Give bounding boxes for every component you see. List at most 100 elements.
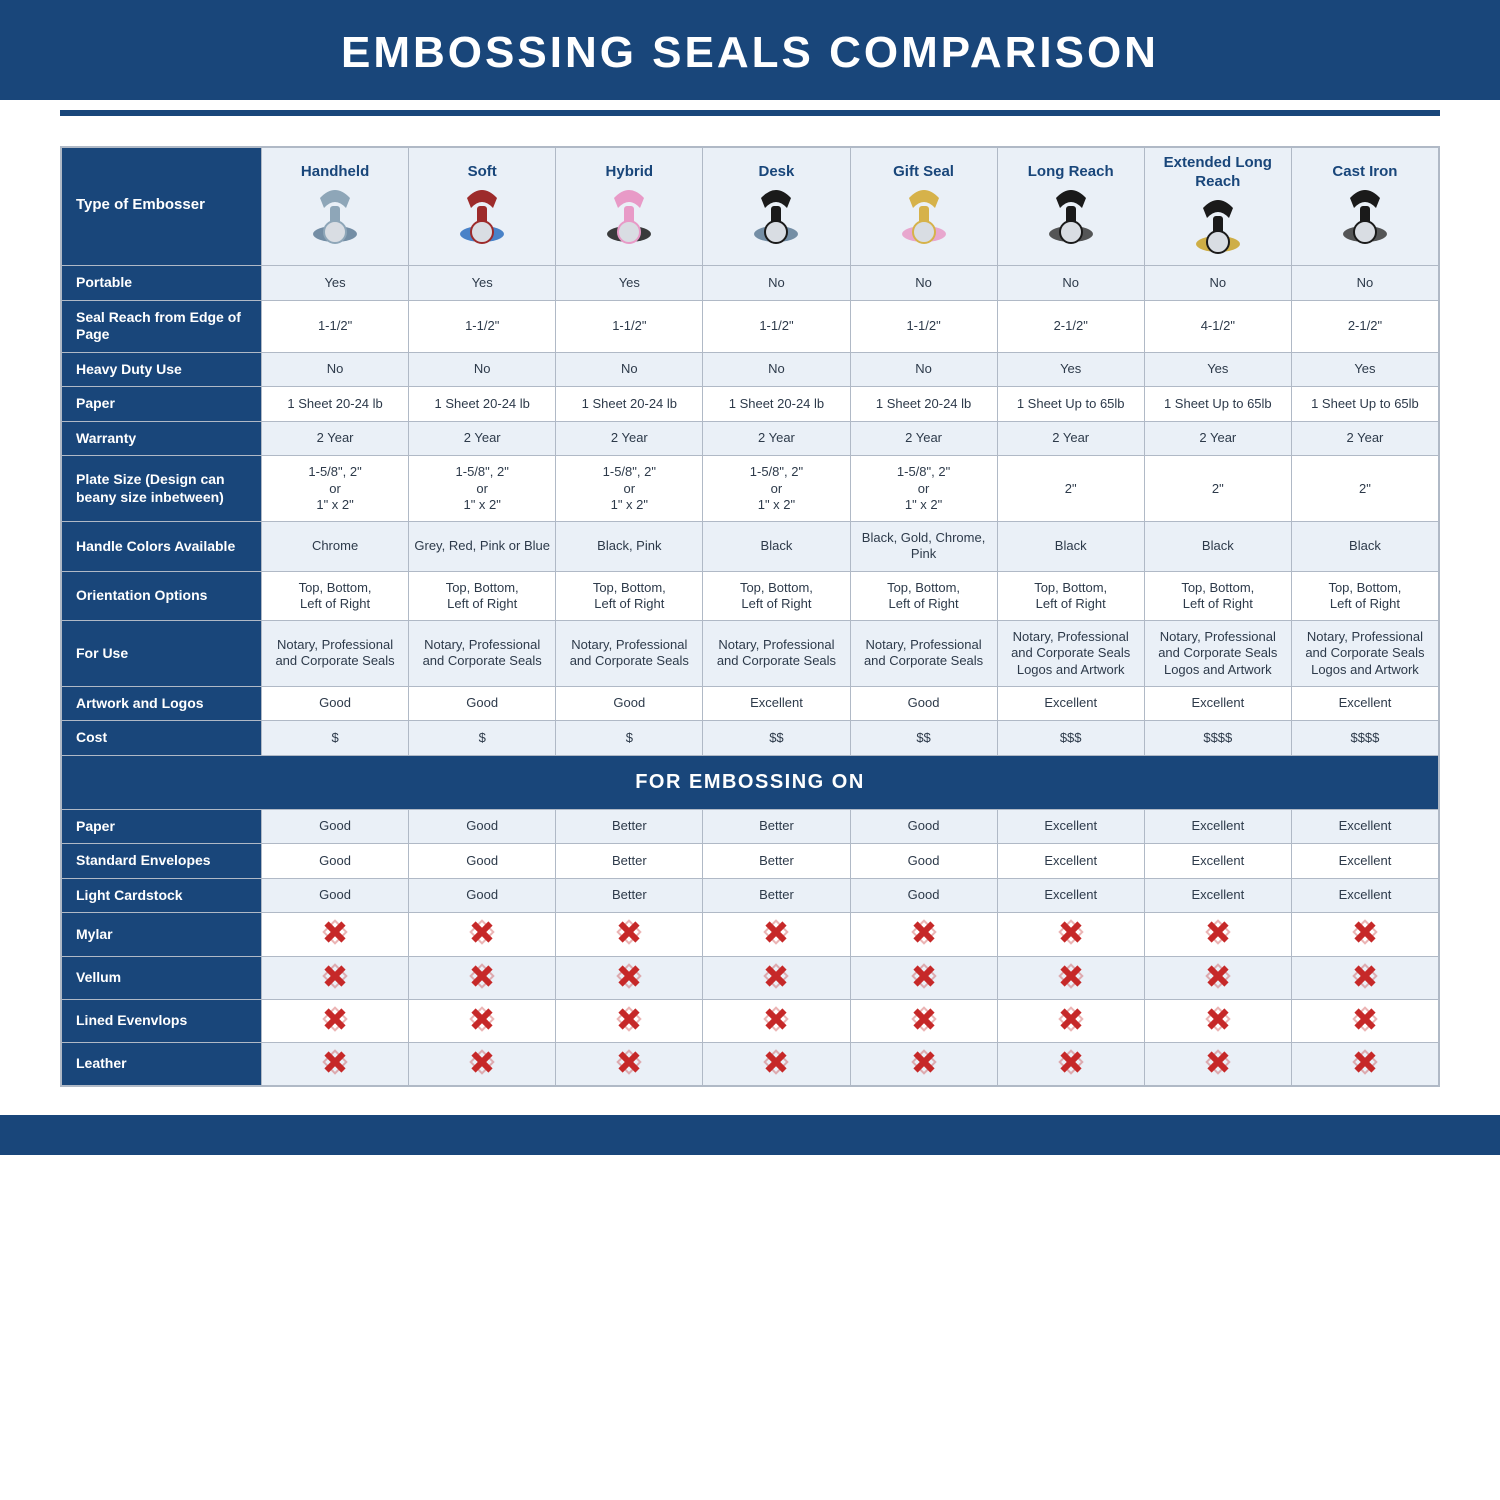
table-cell: 2 Year (1144, 421, 1291, 456)
x-icon (618, 1008, 640, 1030)
table-cell: 2 Year (1291, 421, 1438, 456)
table-cell (262, 1043, 409, 1086)
table-cell: Good (262, 686, 409, 721)
x-icon (1354, 965, 1376, 987)
table-cell (1144, 1043, 1291, 1086)
column-title: Cast Iron (1294, 163, 1436, 182)
table-cell: Top, Bottom,Left of Right (850, 571, 997, 621)
column-title: Desk (705, 163, 847, 182)
table-cell: 1 Sheet 20-24 lb (850, 387, 997, 422)
table-cell: Excellent (1144, 686, 1291, 721)
table-row: Standard EnvelopesGoodGoodBetterBetterGo… (62, 844, 1439, 879)
table-cell: 1-1/2" (703, 300, 850, 352)
table-cell: 1-1/2" (850, 300, 997, 352)
row-label: Handle Colors Available (62, 522, 262, 572)
table-cell: 2-1/2" (997, 300, 1144, 352)
x-icon (618, 921, 640, 943)
table-cell: Notary, Professional and Corporate Seals… (997, 621, 1144, 687)
table-cell: Better (556, 844, 703, 879)
row-label: Artwork and Logos (62, 686, 262, 721)
table-cell: 1-1/2" (556, 300, 703, 352)
table-cell (1144, 999, 1291, 1042)
table-cell: Good (262, 878, 409, 913)
row-label: Lined Evenvlops (62, 999, 262, 1042)
row-label: Heavy Duty Use (62, 352, 262, 387)
table-cell: 1-1/2" (409, 300, 556, 352)
table-cell: Good (409, 686, 556, 721)
table-cell: Better (556, 878, 703, 913)
table-cell: 2 Year (703, 421, 850, 456)
embosser-icon (889, 186, 959, 244)
table-cell (262, 956, 409, 999)
row-label: Vellum (62, 956, 262, 999)
table-cell (1291, 913, 1438, 956)
table-cell: Excellent (997, 878, 1144, 913)
table-cell: Chrome (262, 522, 409, 572)
table-cell: $$$$ (1291, 721, 1438, 756)
table-cell: Yes (262, 266, 409, 301)
section-band: FOR EMBOSSING ON (62, 755, 1439, 809)
x-icon (471, 1008, 493, 1030)
column-header: Long Reach (997, 148, 1144, 266)
table-cell (997, 1043, 1144, 1086)
x-icon (1207, 965, 1229, 987)
row-label: Seal Reach from Edge of Page (62, 300, 262, 352)
embosser-icon (300, 186, 370, 244)
table-cell (703, 913, 850, 956)
table-cell: No (1291, 266, 1438, 301)
table-cell: Good (850, 686, 997, 721)
table-cell: 2" (997, 456, 1144, 522)
table-cell (703, 999, 850, 1042)
table-row: Plate Size (Design can beany size inbetw… (62, 456, 1439, 522)
table-cell: Good (850, 844, 997, 879)
table-cell: No (1144, 266, 1291, 301)
table-cell: $$$ (997, 721, 1144, 756)
table-cell (409, 913, 556, 956)
table-cell: Good (850, 878, 997, 913)
table-cell (1291, 999, 1438, 1042)
table-row: Vellum (62, 956, 1439, 999)
table-cell (850, 999, 997, 1042)
table-cell: 1 Sheet Up to 65lb (997, 387, 1144, 422)
x-icon (765, 1051, 787, 1073)
embosser-icon (594, 186, 664, 244)
x-icon (324, 1008, 346, 1030)
table-cell: Good (409, 844, 556, 879)
table-cell: 2" (1291, 456, 1438, 522)
table-cell: 4-1/2" (1144, 300, 1291, 352)
table-cell: Top, Bottom,Left of Right (262, 571, 409, 621)
x-icon (765, 1008, 787, 1030)
table-cell: Excellent (1144, 878, 1291, 913)
table-cell: 1 Sheet 20-24 lb (556, 387, 703, 422)
table-cell: Yes (1144, 352, 1291, 387)
x-icon (1207, 921, 1229, 943)
table-cell: $$ (703, 721, 850, 756)
table-cell: Notary, Professional and Corporate Seals… (1144, 621, 1291, 687)
table-cell: Black (997, 522, 1144, 572)
table-cell: No (850, 352, 997, 387)
table-cell: Black (703, 522, 850, 572)
table-cell: Excellent (1291, 809, 1438, 844)
table-cell: 1-5/8", 2"or1" x 2" (850, 456, 997, 522)
table-cell (262, 913, 409, 956)
x-icon (471, 965, 493, 987)
table-cell: Excellent (997, 844, 1144, 879)
table-cell: Yes (1291, 352, 1438, 387)
table-cell: No (703, 266, 850, 301)
table-cell: Yes (997, 352, 1144, 387)
table-cell: 2" (1144, 456, 1291, 522)
table-cell: 2 Year (556, 421, 703, 456)
comparison-table-wrap: Type of Embosser Handheld Soft Hybrid De… (60, 146, 1440, 1087)
table-cell: Top, Bottom,Left of Right (997, 571, 1144, 621)
table-cell: Grey, Red, Pink or Blue (409, 522, 556, 572)
x-icon (1060, 921, 1082, 943)
table-cell (556, 956, 703, 999)
table-cell: No (262, 352, 409, 387)
x-icon (913, 1051, 935, 1073)
table-cell: No (409, 352, 556, 387)
table-cell: 1 Sheet 20-24 lb (262, 387, 409, 422)
table-row: Orientation OptionsTop, Bottom,Left of R… (62, 571, 1439, 621)
page: EMBOSSING SEALS COMPARISON Type of Embos… (0, 0, 1500, 1155)
table-cell: Better (703, 878, 850, 913)
column-title: Soft (411, 163, 553, 182)
